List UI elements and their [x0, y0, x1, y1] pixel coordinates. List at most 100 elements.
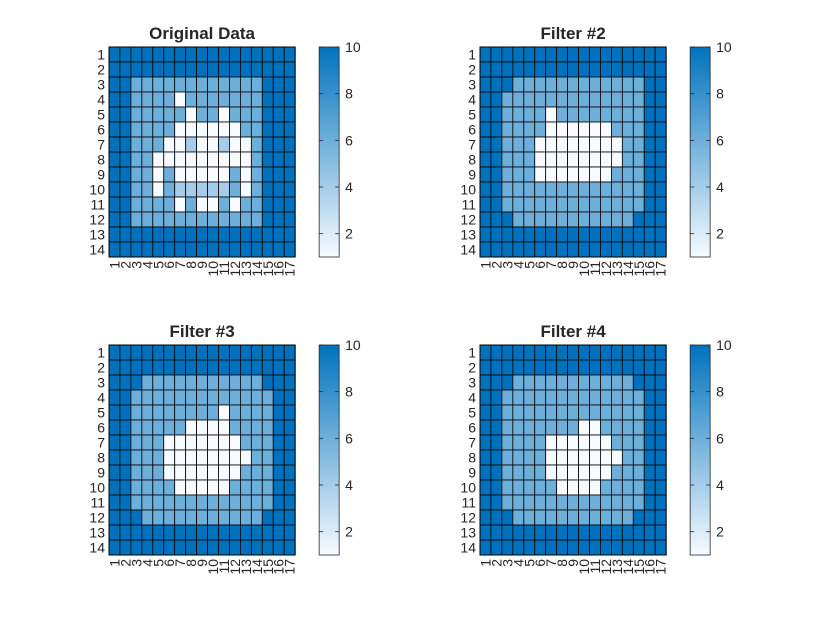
heatmap-cell: [589, 464, 601, 481]
heatmap-cell: [130, 419, 143, 436]
heatmap-cell: [119, 76, 132, 93]
heatmap-cell: [589, 389, 601, 406]
heatmap-cell: [621, 151, 634, 168]
heatmap-cell: [108, 449, 121, 466]
heatmap-cell: [261, 196, 274, 213]
heatmap-cell: [621, 464, 634, 481]
heatmap-cell: [567, 464, 579, 481]
heatmap-panel-4: Filter #41234567891011121314123456789101…: [460, 322, 732, 575]
heatmap-cell: [283, 374, 296, 391]
heatmap-cell: [512, 151, 525, 168]
colorbar: [318, 344, 340, 556]
heatmap-cell: [207, 374, 219, 391]
heatmap-cell: [578, 344, 590, 361]
heatmap-cell: [196, 419, 208, 436]
heatmap-cell: [130, 166, 143, 183]
heatmap-cell: [250, 76, 263, 93]
heatmap-cell: [119, 389, 132, 406]
heatmap-cell: [141, 449, 154, 466]
heatmap-cell: [479, 359, 492, 376]
colorbar-tick-label: 8: [716, 86, 724, 102]
heatmap-cell: [207, 91, 219, 108]
heatmap-cell: [600, 226, 612, 243]
heatmap-cell: [534, 404, 547, 421]
heatmap-cell: [229, 374, 241, 391]
heatmap-cell: [567, 359, 579, 376]
heatmap-cell: [523, 539, 536, 556]
heatmap-cell: [643, 61, 656, 78]
heatmap-cell: [534, 121, 547, 138]
heatmap-cell: [512, 389, 525, 406]
heatmap-cell: [218, 121, 230, 138]
heatmap-cell: [163, 374, 176, 391]
heatmap-cell: [643, 136, 656, 153]
heatmap-cell: [250, 211, 263, 228]
x-tick-label: 12: [227, 559, 243, 575]
y-tick-label: 5: [97, 405, 105, 421]
heatmap-cell: [152, 181, 165, 198]
heatmap-cell: [196, 494, 208, 511]
heatmap-cell: [545, 181, 558, 198]
heatmap-cell: [534, 46, 547, 63]
heatmap-cell: [130, 389, 143, 406]
heatmap-cell: [239, 524, 252, 541]
heatmap-cell: [229, 91, 241, 108]
y-tick-label: 4: [468, 92, 476, 108]
heatmap-cell: [578, 359, 590, 376]
heatmap-cell: [611, 479, 623, 496]
heatmap-cell: [545, 166, 558, 183]
heatmap-cell: [479, 151, 492, 168]
heatmap-cell: [523, 211, 536, 228]
x-tick-label: 3: [128, 559, 144, 567]
heatmap-cell: [643, 509, 656, 526]
heatmap-cell: [643, 419, 656, 436]
heatmap-cell: [523, 61, 536, 78]
heatmap-cell: [490, 404, 503, 421]
heatmap-cell: [108, 196, 121, 213]
heatmap-cell: [556, 226, 569, 243]
heatmap-cell: [490, 509, 503, 526]
y-tick-label: 7: [97, 137, 105, 153]
heatmap-cell: [632, 196, 645, 213]
heatmap-cell: [490, 419, 503, 436]
chart-title: Filter #3: [169, 322, 234, 341]
heatmap-cell: [119, 226, 132, 243]
heatmap-cell: [108, 136, 121, 153]
heatmap-cell: [141, 359, 154, 376]
heatmap-cell: [163, 539, 176, 556]
heatmap-cell: [611, 494, 623, 511]
y-tick-label: 13: [89, 525, 105, 541]
heatmap-cell: [501, 46, 514, 63]
heatmap-cell: [621, 404, 634, 421]
x-tick-label: 13: [609, 559, 625, 575]
heatmap-cell: [185, 449, 197, 466]
heatmap-cell: [283, 151, 296, 168]
x-tick-label: 7: [543, 559, 559, 567]
plot-frame: [479, 344, 667, 556]
colorbar-tick-label: 2: [716, 524, 724, 540]
x-tick-label: 4: [510, 559, 526, 567]
heatmap-cell: [621, 509, 634, 526]
heatmap-cell: [272, 389, 285, 406]
heatmap-cell: [567, 106, 579, 123]
heatmap-cell: [501, 374, 514, 391]
heatmap-cell: [578, 91, 590, 108]
y-tick-label: 14: [89, 242, 105, 258]
heatmap-cell: [611, 211, 623, 228]
heatmap-cell: [567, 136, 579, 153]
heatmap-cell: [261, 61, 274, 78]
x-tick-label: 3: [499, 261, 515, 269]
heatmap-cell: [534, 479, 547, 496]
heatmap-cell: [250, 344, 263, 361]
heatmap-cell: [163, 136, 176, 153]
heatmap-cell: [261, 419, 274, 436]
heatmap-cell: [556, 121, 569, 138]
y-tick-label: 2: [97, 62, 105, 78]
heatmap-cell: [479, 241, 492, 258]
heatmap-cell: [479, 464, 492, 481]
heatmap-cell: [600, 211, 612, 228]
heatmap-cell: [534, 76, 547, 93]
heatmap-cell: [589, 434, 601, 451]
heatmap-cell: [218, 46, 230, 63]
heatmap-cell: [174, 181, 187, 198]
